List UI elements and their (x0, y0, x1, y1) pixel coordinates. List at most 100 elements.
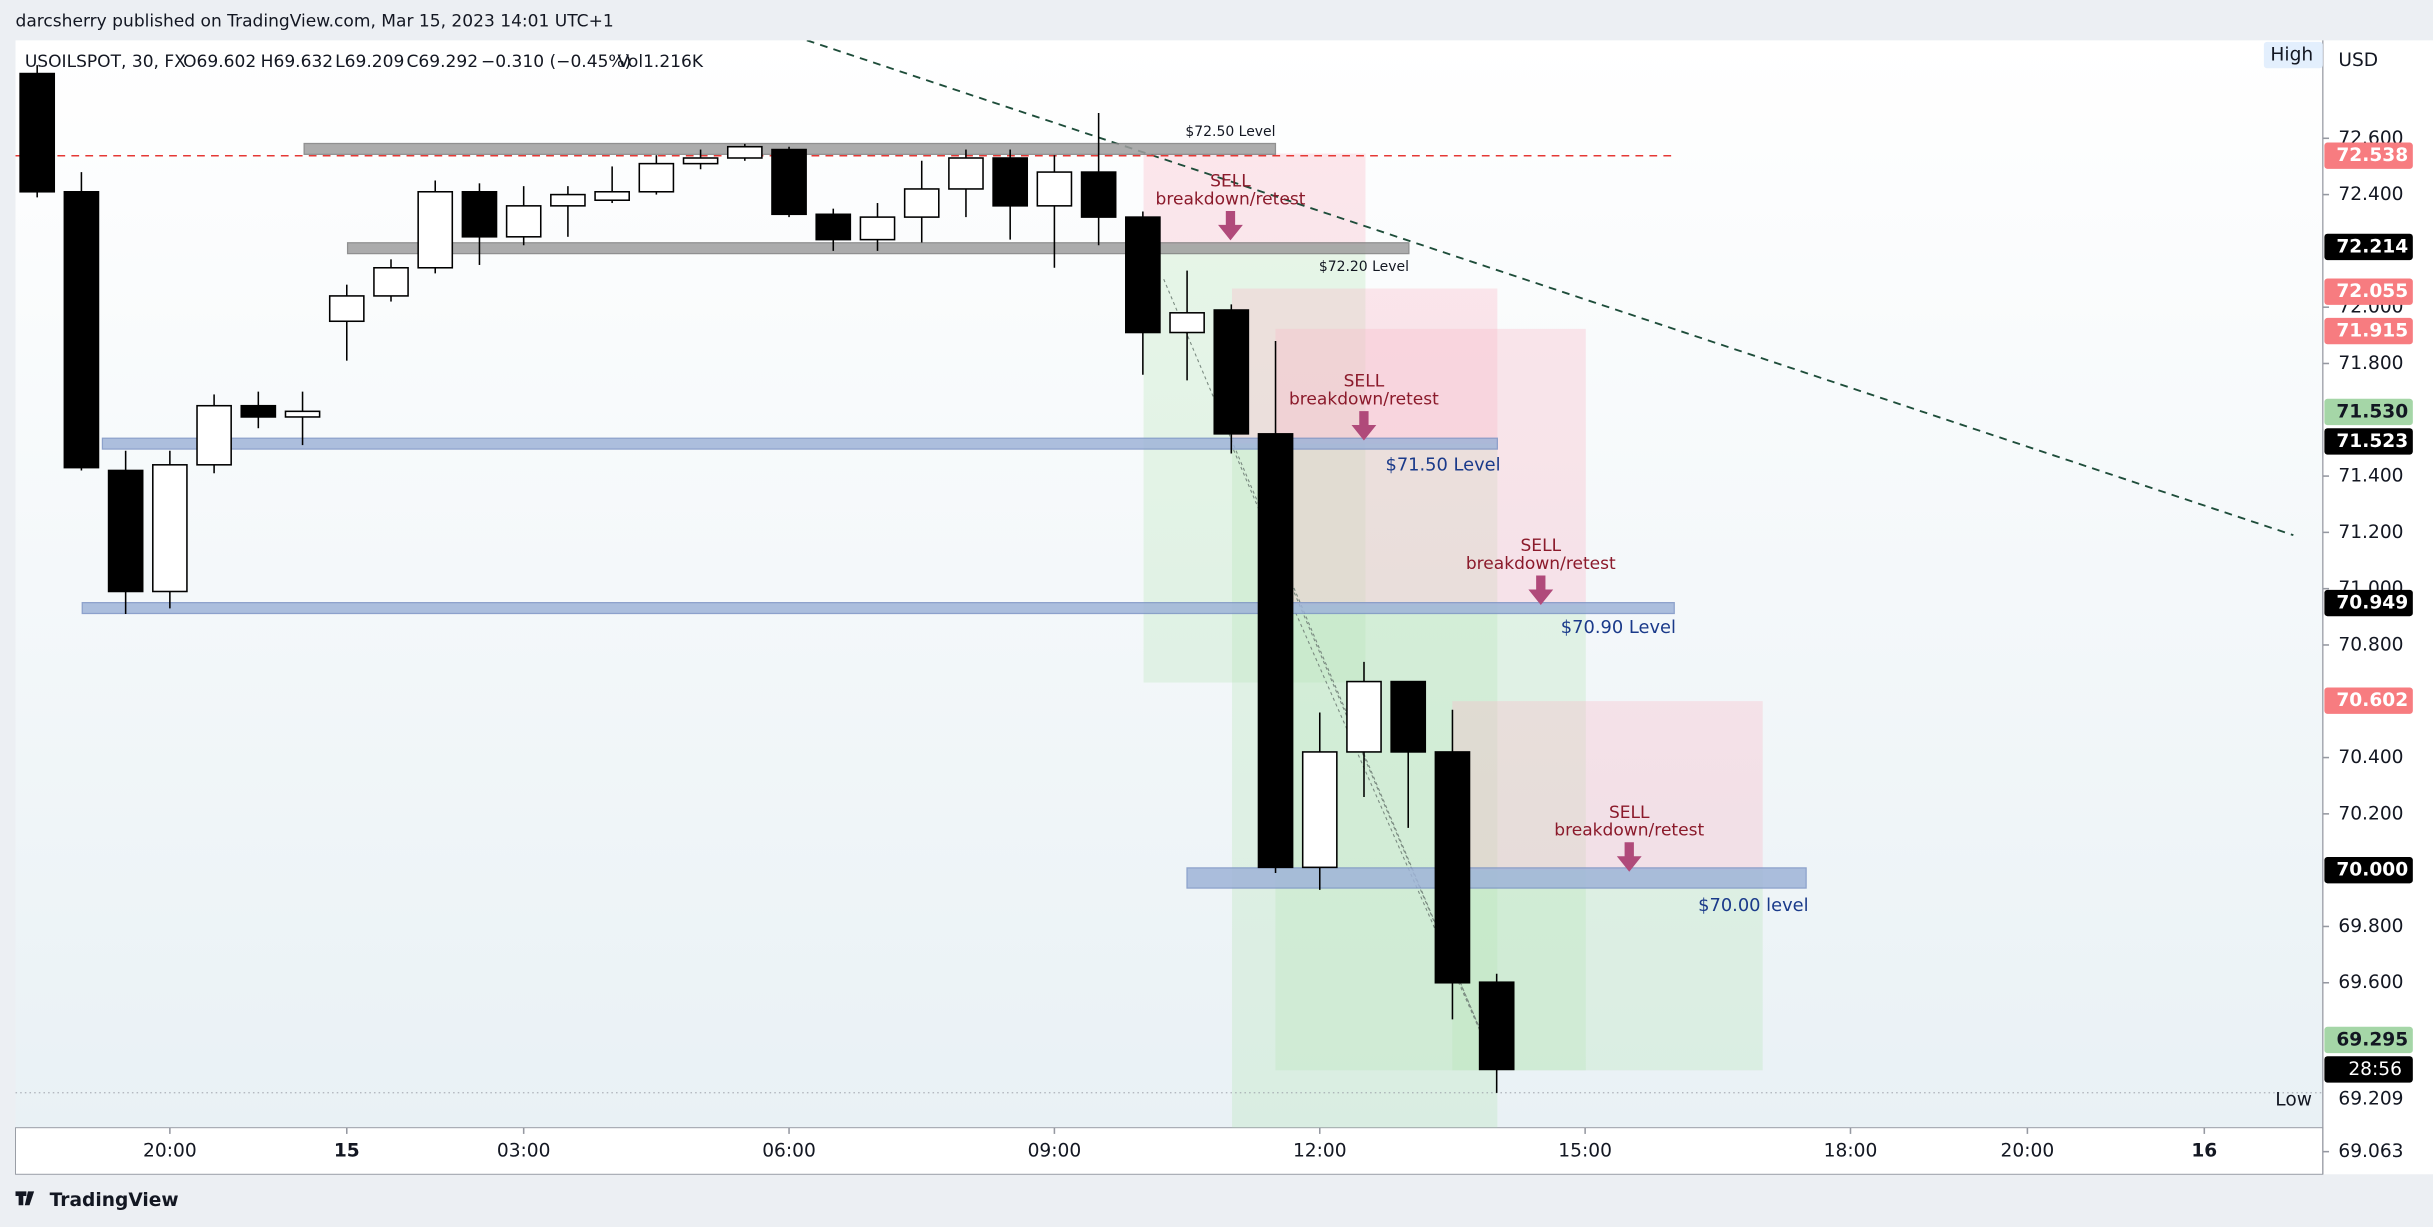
projection-line (1295, 612, 1498, 1071)
plot (15, 40, 2323, 1128)
price-badge (2324, 317, 2413, 345)
x-tick-label: 16 (2191, 1140, 2217, 1161)
time-axis (15, 1127, 2324, 1175)
ohlc-legend: O69.602 (183, 52, 256, 72)
price-badge-label: 71.530 (2336, 401, 2408, 422)
candle-body (284, 410, 321, 418)
y-tick-label: 69.800 (2338, 916, 2403, 937)
candle-body (815, 213, 852, 241)
y-tick-label: 71.200 (2338, 522, 2403, 543)
x-tick-label: 15 (334, 1140, 360, 1161)
candle-body (1080, 171, 1117, 218)
candle-body (948, 157, 984, 190)
overlay: $72.50 Level $72.20 Level $71.50 Level $70.… (1156, 124, 1809, 916)
candle-body (1125, 216, 1161, 334)
sell-arrow (1351, 411, 1377, 441)
candle-body (461, 190, 498, 238)
x-tick-label: 09:00 (1028, 1140, 1082, 1161)
scale-button[interactable] (2263, 41, 2323, 69)
logo-icon (15, 1191, 35, 1206)
y-tick-label: 70.200 (2338, 803, 2403, 824)
ohlc-legend: L69.209 (335, 52, 404, 72)
x-tick-label: 20:00 (143, 1140, 197, 1161)
candle-body (638, 162, 675, 193)
candle-body (1036, 171, 1073, 207)
price-badge-label: 71.523 (2336, 431, 2408, 452)
scale-button-label[interactable]: High (2270, 45, 2313, 66)
price-badge (2324, 856, 2413, 884)
annotation-text: breakdown/retest (1156, 189, 1306, 209)
price-badge-label: 71.915 (2336, 321, 2408, 342)
level-label: $70.90 Level (1561, 617, 1676, 638)
price-badge (2324, 278, 2413, 305)
candle-body (107, 469, 144, 593)
countdown-badge (2324, 1056, 2413, 1083)
annotation-title: SELL (1344, 372, 1385, 392)
candle-body (1390, 680, 1427, 753)
annotation-title: SELL (1210, 171, 1251, 191)
candle-body (63, 190, 100, 469)
level-band (1186, 867, 1807, 889)
price-badge (2324, 428, 2413, 455)
countdown: 28:56 (2348, 1059, 2402, 1080)
y-tick-label: 70.800 (2338, 634, 2403, 655)
candle-body (1257, 433, 1294, 869)
publisher: darcsherry published on TradingView.com,… (16, 12, 614, 32)
y-tick-label: 72.400 (2338, 184, 2403, 205)
logo: TradingView (15, 1190, 179, 1211)
candle-body (1169, 312, 1205, 334)
candle-body (240, 404, 277, 418)
candle-body (992, 157, 1029, 207)
candle-body (196, 404, 232, 466)
low-price-label: 69.209 (2338, 1089, 2403, 1110)
candle-body (417, 190, 454, 269)
candle-body (859, 216, 896, 241)
y-tick-label: 70.400 (2338, 747, 2403, 768)
candle-body (1301, 751, 1338, 869)
price-badge (2324, 233, 2413, 261)
y-tick-label: 69.600 (2338, 972, 2403, 993)
sell-arrow (1218, 210, 1243, 241)
candle-body (373, 266, 409, 297)
y-tick-label: 69.063 (2338, 1141, 2403, 1162)
candle-body (328, 295, 365, 323)
sell-arrow (1528, 575, 1554, 605)
candle-body (1346, 680, 1382, 753)
candle-body (903, 188, 940, 218)
ohlc-legend: H69.632 (261, 52, 333, 72)
risk-zone (1452, 701, 1763, 871)
trend-line (806, 40, 2294, 537)
candle-body (550, 193, 586, 207)
candle-body (1213, 309, 1250, 435)
annotation-text: breakdown/retest (1289, 389, 1439, 409)
currency: USD (2338, 50, 2378, 71)
price-badge-label: 72.214 (2336, 236, 2408, 257)
price-badge (2324, 589, 2413, 617)
x-tick-label: 15:00 (1558, 1140, 1612, 1161)
annotation-title: SELL (1609, 803, 1650, 823)
price-badge-label: 70.602 (2336, 690, 2408, 711)
plot-area (15, 40, 2323, 1128)
price-badge (2324, 398, 2413, 426)
candle-body (726, 145, 763, 159)
candle-body (682, 157, 719, 165)
level-label: $72.20 Level (1319, 259, 1409, 275)
level-label: $70.00 level (1698, 895, 1808, 916)
x-tick-label: 12:00 (1293, 1140, 1347, 1161)
candle-body (505, 205, 542, 238)
candle-body (152, 464, 188, 593)
ohlc-legend: Vol1.216K (618, 52, 704, 72)
level-band (81, 602, 1675, 615)
x-tick-label: 03:00 (497, 1140, 551, 1161)
price-badge (2324, 1026, 2413, 1054)
ohlc-legend: −0.310 (−0.45%) (481, 52, 631, 72)
candle-body (771, 148, 807, 216)
annotation-title: SELL (1520, 536, 1561, 556)
x-tick-label: 20:00 (2001, 1140, 2055, 1161)
sell-arrow (1616, 842, 1642, 872)
candle-body (1434, 751, 1471, 984)
x-tick-label: 18:00 (1824, 1140, 1878, 1161)
